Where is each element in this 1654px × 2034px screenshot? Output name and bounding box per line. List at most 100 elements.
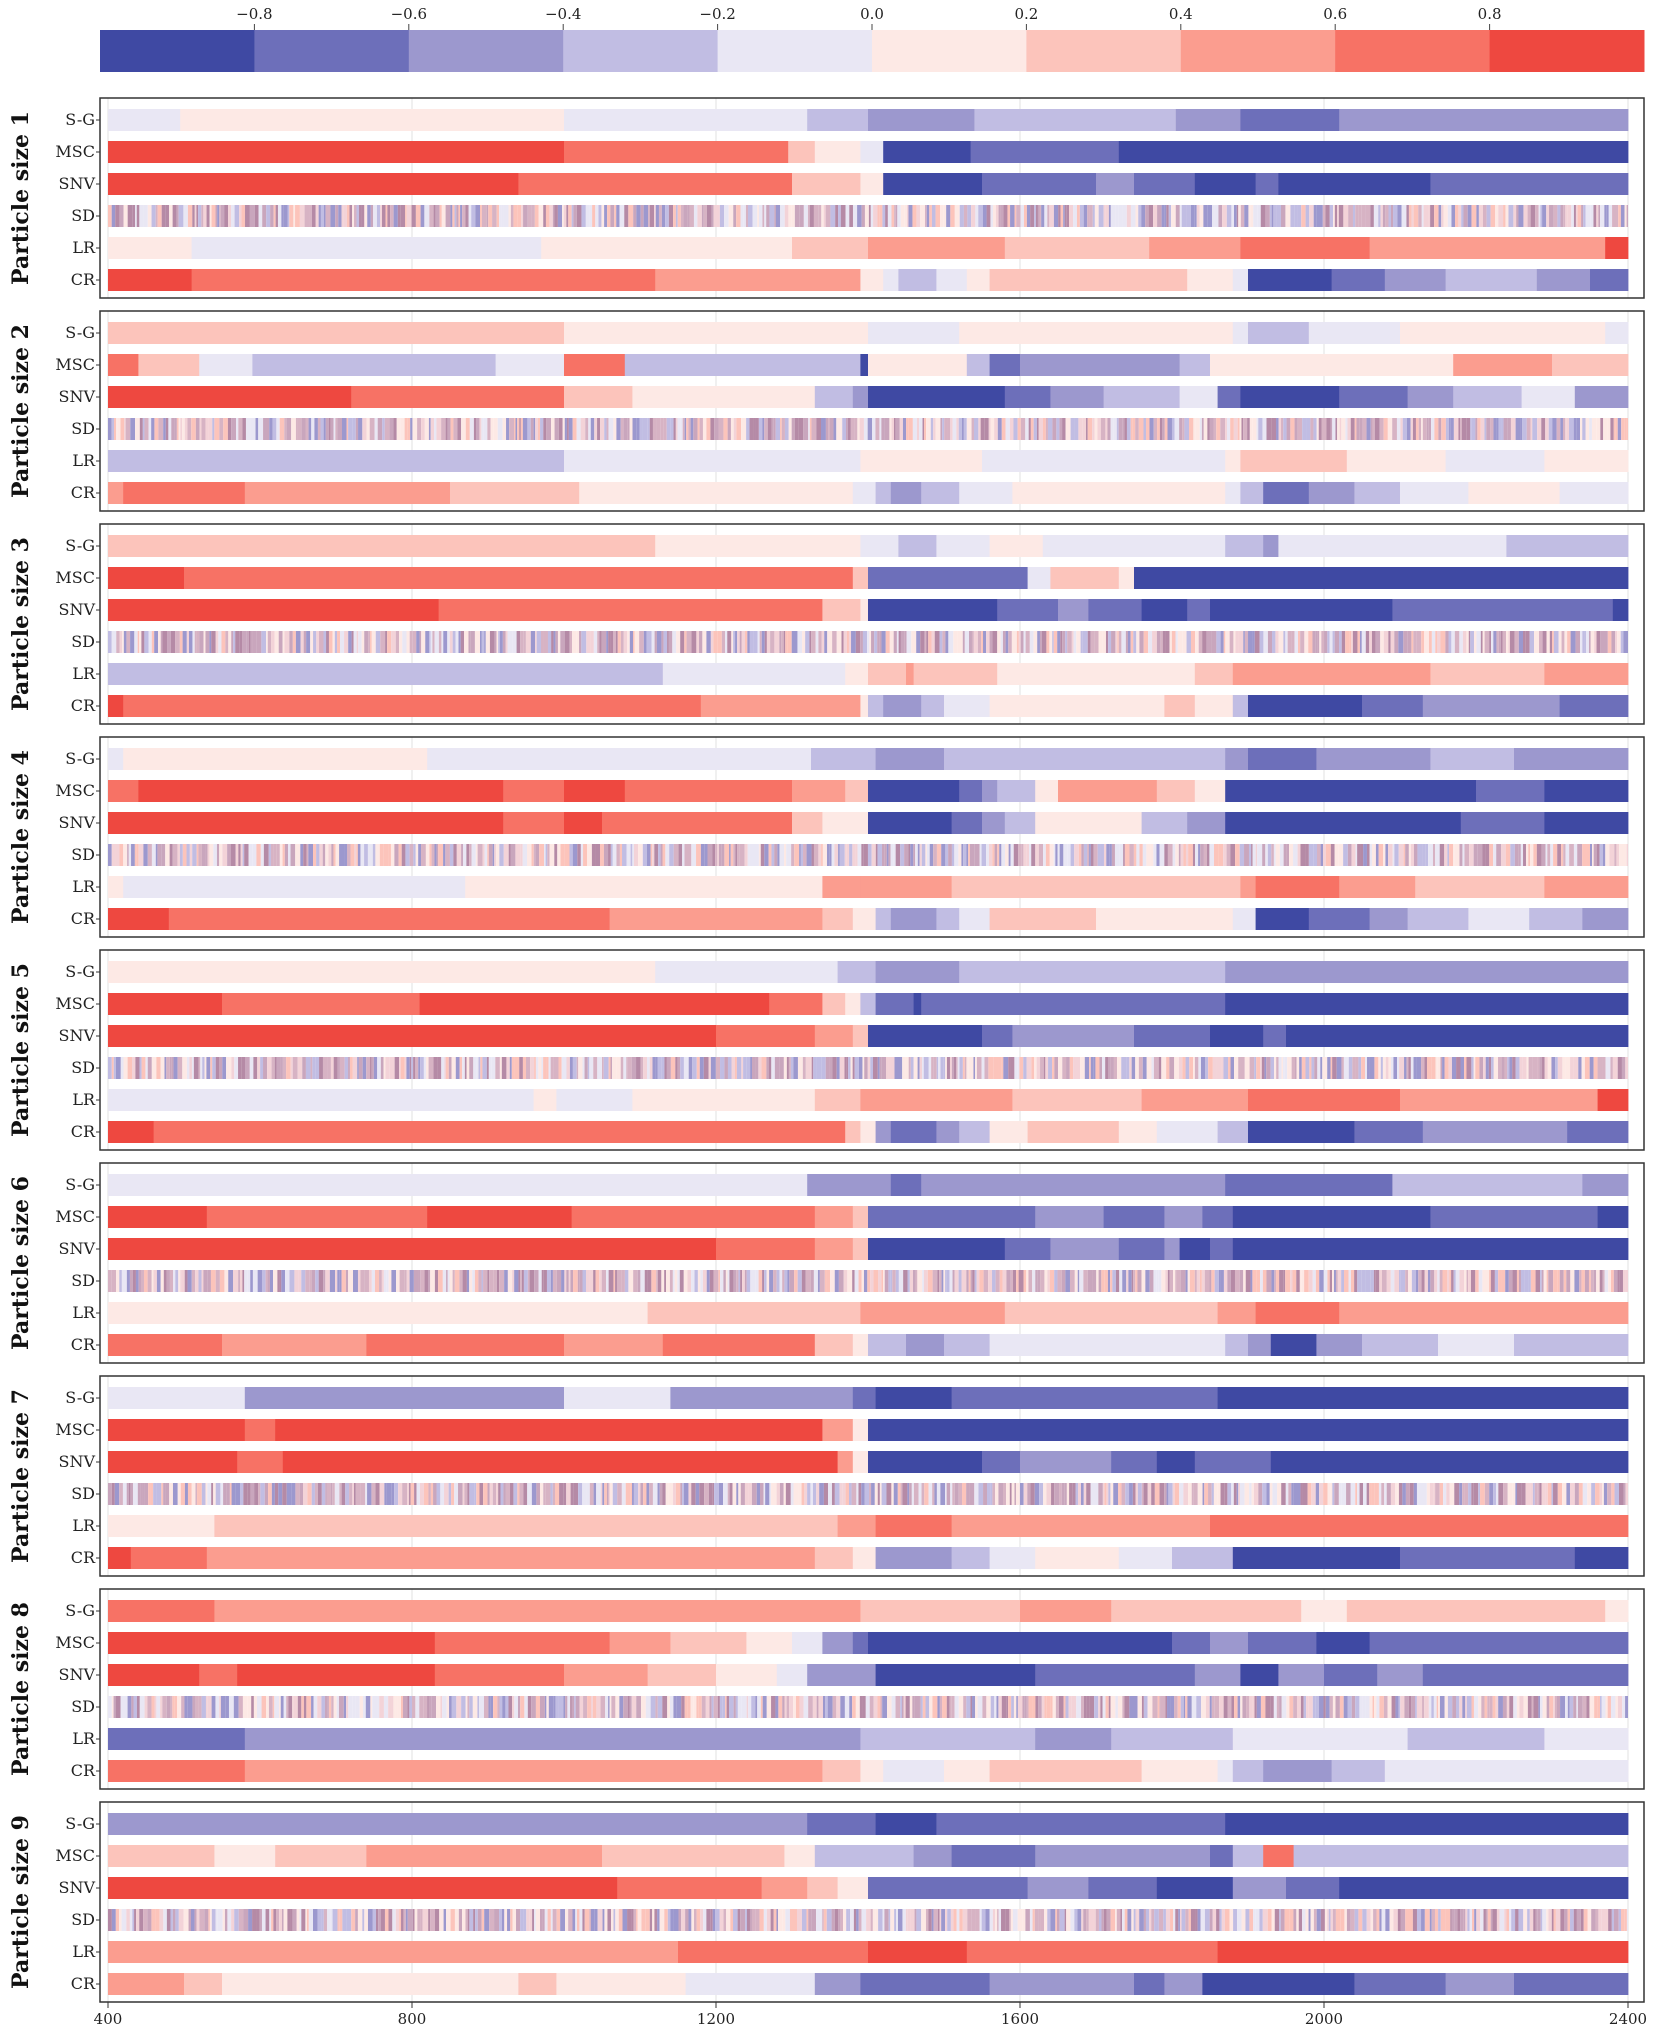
heatmap-cell — [454, 1483, 459, 1505]
heatmap-cell — [495, 1057, 500, 1079]
heatmap-cell — [893, 631, 897, 653]
heatmap-cell — [530, 631, 536, 653]
heatmap-cell — [984, 1057, 989, 1079]
heatmap-cell — [306, 631, 311, 653]
heatmap-cell — [1464, 844, 1470, 866]
heatmap-cell — [1547, 844, 1551, 866]
heatmap-cell — [861, 1270, 864, 1292]
heatmap-cell — [1440, 1057, 1443, 1079]
heatmap-cell — [829, 844, 832, 866]
heatmap-cell — [592, 1696, 597, 1718]
heatmap-cell — [741, 631, 746, 653]
heatmap-cell — [108, 1121, 154, 1143]
heatmap-cell — [822, 1632, 854, 1654]
heatmap-cell — [1001, 418, 1006, 440]
heatmap-cell — [1339, 1877, 1629, 1899]
heatmap-cell — [814, 1973, 861, 1995]
heatmap-cell — [503, 1483, 506, 1505]
heatmap-cell — [1431, 631, 1436, 653]
heatmap-cell — [1179, 1238, 1211, 1260]
heatmap-cell — [188, 631, 193, 653]
heatmap-cell — [1500, 844, 1506, 866]
heatmap-cell — [1151, 1909, 1155, 1931]
heatmap-cell — [974, 844, 980, 866]
heatmap-cell — [1011, 1696, 1014, 1718]
heatmap-cell — [1248, 1632, 1317, 1654]
heatmap-cell — [1252, 1270, 1257, 1292]
row-label: SNV — [58, 1026, 95, 1045]
heatmap-cell — [1365, 205, 1371, 227]
heatmap-cell — [165, 844, 170, 866]
heatmap-cell — [761, 1877, 808, 1899]
heatmap-cell — [419, 1696, 424, 1718]
heatmap-cell — [593, 1483, 597, 1505]
heatmap-cell — [992, 1909, 996, 1931]
heatmap-cell — [522, 418, 528, 440]
heatmap-cell — [1510, 844, 1515, 866]
heatmap-cell — [512, 1270, 515, 1292]
heatmap-cell — [1460, 418, 1462, 440]
heatmap-cell — [818, 631, 822, 653]
heatmap-cell — [799, 844, 801, 866]
heatmap-cell — [1544, 780, 1629, 802]
heatmap-cell — [564, 1270, 567, 1292]
heatmap-cell — [199, 354, 253, 376]
heatmap-cell — [1451, 1909, 1455, 1931]
heatmap-cell — [846, 844, 850, 866]
heatmap-cell — [1000, 631, 1003, 653]
heatmap-cell — [1090, 1483, 1095, 1505]
heatmap-cell — [412, 1909, 415, 1931]
heatmap-cell — [241, 205, 246, 227]
heatmap-cell — [1445, 631, 1449, 653]
heatmap-cell — [1312, 1696, 1316, 1718]
heatmap-cell — [959, 1057, 963, 1079]
heatmap-cell — [139, 1696, 145, 1718]
heatmap-cell — [934, 1483, 937, 1505]
heatmap-cell — [328, 1696, 332, 1718]
heatmap-cell — [1578, 1483, 1583, 1505]
heatmap-cell — [995, 1909, 998, 1931]
heatmap-cell — [215, 1483, 221, 1505]
heatmap-cell — [970, 1696, 973, 1718]
heatmap-cell — [595, 844, 601, 866]
heatmap-cell — [1105, 631, 1109, 653]
heatmap-cell — [1445, 418, 1450, 440]
heatmap-cell — [1468, 908, 1530, 930]
heatmap-cell — [1392, 844, 1395, 866]
heatmap-cell — [1102, 1057, 1106, 1079]
heatmap-cell — [1101, 1270, 1105, 1292]
heatmap-cell — [1187, 599, 1211, 621]
heatmap-cell — [275, 1419, 823, 1441]
heatmap-cell — [1211, 1483, 1214, 1505]
heatmap-cell — [779, 844, 785, 866]
heatmap-cell — [1526, 1057, 1529, 1079]
heatmap-cell — [1181, 1909, 1186, 1931]
heatmap-cell — [1564, 1909, 1568, 1931]
heatmap-cell — [295, 844, 299, 866]
heatmap-cell — [647, 1664, 717, 1686]
heatmap-cell — [1533, 1909, 1536, 1931]
heatmap-cell — [226, 1483, 230, 1505]
heatmap-cell — [355, 418, 359, 440]
heatmap-cell — [1035, 205, 1038, 227]
heatmap-cell — [1542, 1057, 1545, 1079]
heatmap-cell — [584, 1909, 590, 1931]
heatmap-cell — [1225, 450, 1241, 472]
heatmap-cell — [1115, 631, 1118, 653]
heatmap-cell — [1249, 1057, 1255, 1079]
heatmap-cell — [1058, 599, 1089, 621]
heatmap-cell — [1321, 631, 1325, 653]
heatmap-cell — [774, 844, 778, 866]
heatmap-cell — [196, 631, 200, 653]
heatmap-cell — [1248, 748, 1317, 770]
heatmap-cell — [108, 663, 664, 685]
heatmap-cell — [881, 1057, 886, 1079]
heatmap-cell — [388, 844, 391, 866]
heatmap-cell — [602, 1057, 604, 1079]
heatmap-cell — [410, 418, 413, 440]
heatmap-cell — [1020, 1600, 1112, 1622]
heatmap-cell — [878, 1270, 882, 1292]
heatmap-cell — [276, 1909, 280, 1931]
heatmap-cell — [576, 1057, 579, 1079]
